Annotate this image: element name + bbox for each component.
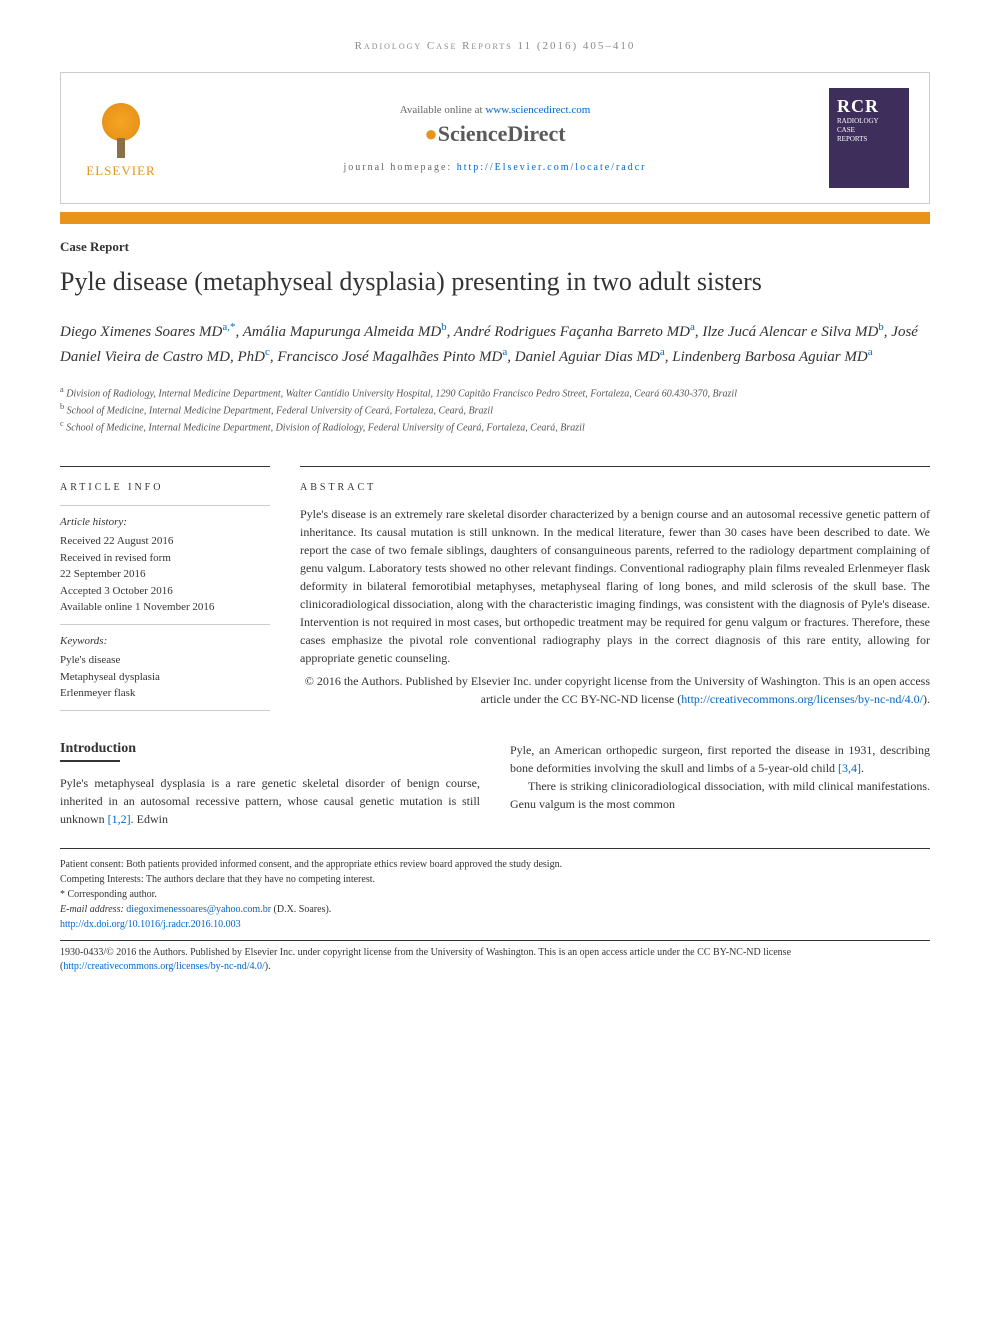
- body-columns: Introduction Pyle's metaphyseal dysplasi…: [60, 741, 930, 828]
- sd-text: ScienceDirect: [438, 121, 566, 146]
- email-label: E-mail address:: [60, 904, 126, 915]
- corresponding-author: * Corresponding author.: [60, 887, 930, 902]
- affiliation: b School of Medicine, Internal Medicine …: [60, 401, 930, 418]
- keywords-block: Keywords: Pyle's diseaseMetaphyseal dysp…: [60, 624, 270, 711]
- author: Diego Ximenes Soares MDa,*: [60, 324, 235, 340]
- header-citation: Radiology Case Reports 11 (2016) 405–410: [60, 40, 930, 52]
- elsevier-tree-icon: [91, 98, 151, 158]
- competing-interests: Competing Interests: The authors declare…: [60, 872, 930, 887]
- author: Amália Mapurunga Almeida MDb: [243, 324, 447, 340]
- history-item: 22 September 2016: [60, 566, 270, 583]
- footer-copyright: 1930-0433/© 2016 the Authors. Published …: [60, 940, 930, 974]
- orange-divider: [60, 212, 930, 224]
- abstract-header: ABSTRACT: [300, 477, 930, 493]
- elsevier-logo: ELSEVIER: [81, 98, 161, 179]
- email-link[interactable]: diegoximenessoares@yahoo.com.br: [126, 904, 271, 915]
- email-line: E-mail address: diegoximenessoares@yahoo…: [60, 902, 930, 917]
- ref-link-1[interactable]: [1,2]: [108, 812, 131, 826]
- journal-name-3: REPORTS: [837, 135, 901, 144]
- article-info-header: ARTICLE INFO: [60, 477, 270, 493]
- article-type: Case Report: [60, 239, 930, 255]
- homepage-link[interactable]: http://Elsevier.com/locate/radcr: [457, 162, 647, 173]
- abstract-column: ABSTRACT Pyle's disease is an extremely …: [300, 466, 930, 711]
- history-item: Received 22 August 2016: [60, 533, 270, 550]
- sd-icon: ●: [424, 121, 437, 146]
- keyword: Pyle's disease: [60, 652, 270, 669]
- abstract-text: Pyle's disease is an extremely rare skel…: [300, 505, 930, 667]
- body-col-right: Pyle, an American orthopedic surgeon, fi…: [510, 741, 930, 828]
- license-link[interactable]: http://creativecommons.org/licenses/by-n…: [681, 692, 923, 706]
- homepage-label: journal homepage:: [344, 162, 457, 173]
- author: Ilze Jucá Alencar e Silva MDb: [702, 324, 883, 340]
- abstract-copyright: © 2016 the Authors. Published by Elsevie…: [300, 672, 930, 708]
- authors-list: Diego Ximenes Soares MDa,*, Amália Mapur…: [60, 319, 930, 369]
- journal-name-2: CASE: [837, 126, 901, 135]
- intro-heading: Introduction: [60, 741, 480, 757]
- intro-text-2: Pyle, an American orthopedic surgeon, fi…: [510, 743, 930, 775]
- patient-consent: Patient consent: Both patients provided …: [60, 857, 930, 872]
- keyword: Erlenmeyer flask: [60, 685, 270, 702]
- heading-underline: [60, 760, 120, 762]
- copyright-suffix: ).: [923, 692, 930, 706]
- author: Daniel Aguiar Dias MDa: [515, 349, 665, 365]
- available-online: Available online at www.sciencedirect.co…: [161, 104, 829, 116]
- intro-paragraph-1: Pyle's metaphyseal dysplasia is a rare g…: [60, 774, 480, 828]
- keyword: Metaphyseal dysplasia: [60, 669, 270, 686]
- intro-paragraph-2: Pyle, an American orthopedic surgeon, fi…: [510, 741, 930, 777]
- history-item: Received in revised form: [60, 550, 270, 567]
- intro-text-1-end: . Edwin: [131, 812, 168, 826]
- keywords-label: Keywords:: [60, 633, 270, 650]
- history-label: Article history:: [60, 514, 270, 531]
- article-history: Article history: Received 22 August 2016…: [60, 505, 270, 624]
- body-col-left: Introduction Pyle's metaphyseal dysplasi…: [60, 741, 480, 828]
- issn-end: ).: [265, 961, 271, 972]
- footer-notes: Patient consent: Both patients provided …: [60, 848, 930, 974]
- history-item: Accepted 3 October 2016: [60, 583, 270, 600]
- journal-abbr: RCR: [837, 96, 901, 117]
- ref-link-2[interactable]: [3,4]: [838, 761, 861, 775]
- author: André Rodrigues Façanha Barreto MDa: [454, 324, 695, 340]
- journal-name-1: RADIOLOGY: [837, 117, 901, 126]
- sciencedirect-logo: ●ScienceDirect: [161, 121, 829, 147]
- intro-text-2-end: .: [861, 761, 864, 775]
- affiliation: a Division of Radiology, Internal Medici…: [60, 384, 930, 401]
- footer-license-link[interactable]: http://creativecommons.org/licenses/by-n…: [63, 961, 264, 972]
- available-label: Available online at: [400, 104, 486, 116]
- header-banner: ELSEVIER Available online at www.science…: [60, 72, 930, 204]
- journal-cover: RCR RADIOLOGY CASE REPORTS: [829, 88, 909, 188]
- affiliation: c School of Medicine, Internal Medicine …: [60, 418, 930, 435]
- author: Lindenberg Barbosa Aguiar MDa: [672, 349, 872, 365]
- journal-homepage: journal homepage: http://Elsevier.com/lo…: [161, 162, 829, 173]
- doi-link[interactable]: http://dx.doi.org/10.1016/j.radcr.2016.1…: [60, 917, 930, 932]
- email-suffix: (D.X. Soares).: [271, 904, 331, 915]
- affiliations: a Division of Radiology, Internal Medici…: [60, 384, 930, 436]
- elsevier-text: ELSEVIER: [81, 163, 161, 179]
- sciencedirect-url[interactable]: www.sciencedirect.com: [485, 104, 590, 116]
- article-info-sidebar: ARTICLE INFO Article history: Received 2…: [60, 466, 270, 711]
- author: Francisco José Magalhães Pinto MDa: [277, 349, 507, 365]
- intro-paragraph-3: There is striking clinicoradiological di…: [510, 777, 930, 813]
- history-item: Available online 1 November 2016: [60, 599, 270, 616]
- article-title: Pyle disease (metaphyseal dysplasia) pre…: [60, 265, 930, 299]
